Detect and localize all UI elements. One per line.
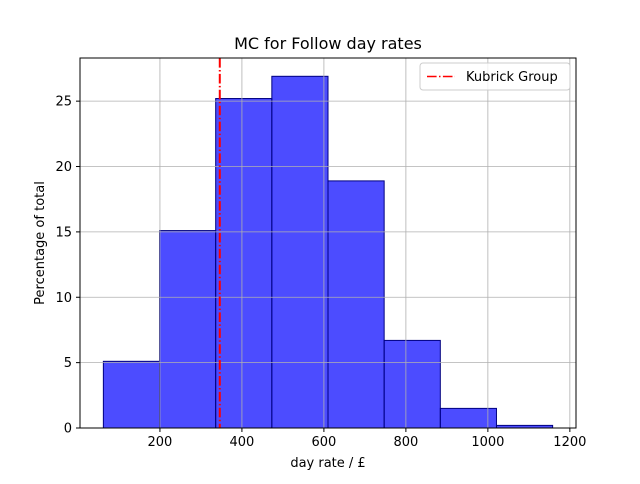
histogram-bar-2	[159, 230, 217, 429]
chart-title: MC for Follow day rates	[234, 34, 422, 53]
x-tick-label-800: 800	[393, 435, 418, 450]
histogram-bar-1	[102, 360, 161, 429]
y-tick-label-0: 0	[64, 422, 72, 437]
y-tick-label-20: 20	[55, 160, 72, 175]
x-tick-label-600: 600	[311, 435, 336, 450]
x-tick-label-1000: 1000	[471, 435, 504, 450]
x-tick-label-400: 400	[230, 435, 255, 450]
y-tick-label-5: 5	[64, 356, 72, 371]
legend: Kubrick Group	[419, 62, 571, 91]
x-tick-label-1200: 1200	[553, 435, 586, 450]
histogram-bar-5	[327, 180, 385, 429]
histogram-bar-6	[383, 339, 441, 429]
axes-frame	[79, 57, 577, 429]
histogram-bar-3	[215, 98, 273, 429]
bars-layer	[102, 75, 554, 429]
y-tick-label-10: 10	[55, 291, 72, 306]
x-axis-label: day rate / £	[290, 456, 365, 471]
legend-label-kubrick-group: Kubrick Group	[466, 70, 558, 85]
y-axis-label: Percentage of total	[33, 181, 48, 305]
grid-layer	[80, 58, 576, 429]
legend-box	[419, 62, 571, 91]
y-ticks-layer: 0 5 10 15 20 25	[55, 95, 80, 437]
x-ticks-layer: 200 400 600 800 1000 1200	[148, 428, 586, 450]
y-tick-label-15: 15	[55, 225, 72, 240]
histogram-bar-4	[271, 75, 329, 429]
x-tick-label-200: 200	[148, 435, 173, 450]
y-tick-label-25: 25	[55, 95, 72, 110]
